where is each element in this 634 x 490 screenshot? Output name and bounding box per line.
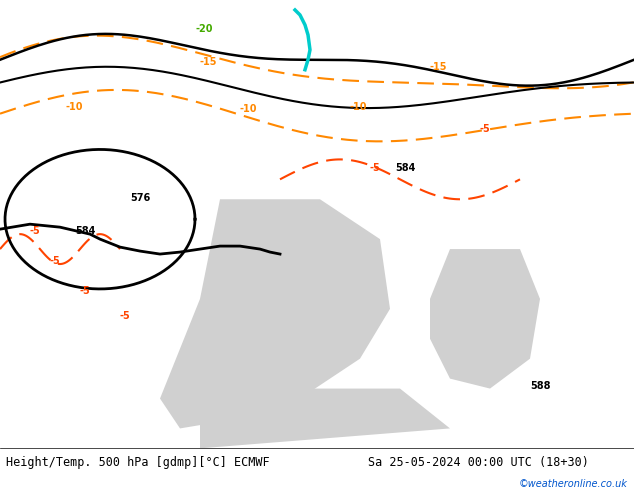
Text: -5: -5 [480, 123, 491, 133]
Text: 588: 588 [530, 381, 550, 391]
Text: -15: -15 [430, 62, 448, 72]
Text: -5: -5 [120, 311, 131, 321]
Text: 576: 576 [130, 193, 150, 203]
Text: Sa 25-05-2024 00:00 UTC (18+30): Sa 25-05-2024 00:00 UTC (18+30) [368, 456, 588, 469]
Text: -5: -5 [50, 256, 61, 266]
Text: -5: -5 [80, 286, 91, 296]
Text: -15: -15 [200, 57, 217, 67]
Text: ©weatheronline.co.uk: ©weatheronline.co.uk [519, 479, 628, 489]
Text: 584: 584 [75, 226, 95, 236]
Text: -10: -10 [65, 101, 82, 112]
Text: -5: -5 [370, 163, 381, 173]
Text: Height/Temp. 500 hPa [gdmp][°C] ECMWF: Height/Temp. 500 hPa [gdmp][°C] ECMWF [6, 456, 270, 469]
Text: -10: -10 [240, 103, 257, 114]
Text: -5: -5 [30, 226, 41, 236]
Text: 584: 584 [395, 163, 415, 173]
Text: -10: -10 [350, 101, 368, 112]
Text: -20: -20 [195, 24, 212, 34]
